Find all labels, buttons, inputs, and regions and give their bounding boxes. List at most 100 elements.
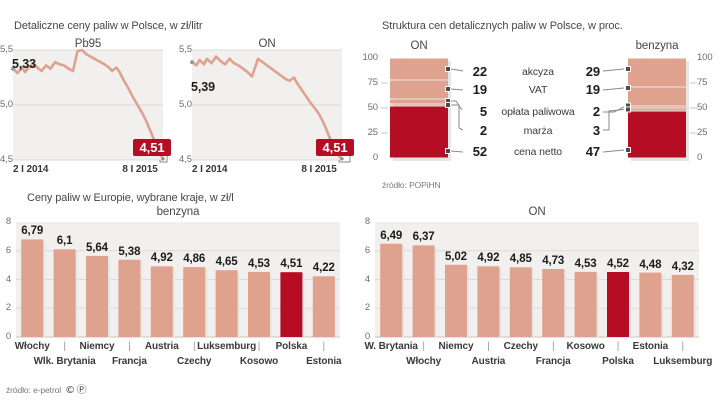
y-axis-tick: 0 [372,152,378,163]
y-axis-tick: 5,0 [179,99,192,110]
tick-separator: | [322,341,326,352]
segment-marker [625,106,631,113]
tick-separator: | [192,341,196,352]
country-label: Francja [111,356,147,367]
bar [150,266,173,337]
y-axis-tick: 4 [364,273,370,285]
segment-value: 19 [585,82,600,97]
start-dot [11,66,15,71]
bar-highlight-polska [280,272,303,337]
bar-value-label: 4,65 [215,256,238,269]
country-label: Kosowo [566,341,605,352]
bar-highlight-polska [607,272,629,337]
stacked-bar-charts: 100 75 50 25 0 100 75 50 25 0 akcyza VAT opłata pali… [360,38,718,170]
segment-value: 5 [479,104,487,119]
y-axis-tick: 75 [367,77,378,88]
end-dot [340,157,344,161]
price-line [11,48,165,161]
chart-title: ON [258,38,276,50]
bar-value-label: 4,32 [671,260,694,273]
y-axis-tick: 75 [697,77,708,88]
connector-line [602,87,625,91]
segment-value: 19 [472,82,487,97]
segment-value: 22 [472,64,487,79]
source-text: źródło: e-petrol [6,385,62,395]
section-title-poland-prices: Detaliczne ceny paliw w Polsce, w zł/lit… [14,20,203,32]
bar-value-label: 4,22 [312,262,335,275]
bar [215,270,238,337]
y-axis-tick: 100 [362,52,378,63]
connector-line [451,104,464,131]
bar-value-label: 5,64 [86,241,108,254]
segment-marker [625,147,631,153]
y-axis-tick: 4,5 [0,154,13,165]
bar [477,266,500,337]
line-plot [190,49,351,163]
country-label: Niemcy [79,341,115,352]
y-axis-tick: 0 [697,152,703,163]
segment-3 [628,108,686,111]
country-label: Wlk. Brytania [33,356,96,367]
bar-value-label: 4,53 [248,257,270,270]
bar [312,276,335,337]
country-label: Austria [471,356,506,367]
start-value-label: 5,39 [191,80,215,94]
y-axis-tick: 0 [364,331,370,342]
segment-value: 47 [585,144,600,159]
bar-chart-europe-benzyna: benzyna 8 6 4 2 0 6,79 Włochy 6,1 Wlk. Brytania | 5… [0,206,352,378]
segment-label: VAT [528,83,548,96]
bar-value-label: 4,86 [183,253,206,266]
connector-line [450,68,464,72]
tick-separator: | [551,341,555,352]
bar-value-label: 6,37 [412,231,435,244]
bar [248,271,270,337]
bar-value-label: 5,38 [118,245,141,258]
y-axis-tick: 25 [367,127,378,138]
x-axis-tick: 2 I 2014 [192,164,228,175]
y-axis-tick: 50 [367,102,378,113]
segment-0 [390,58,448,80]
bar [671,274,694,337]
bar [574,271,597,337]
tick-separator: | [616,341,620,352]
bar [639,272,662,337]
segment-marker [445,102,451,108]
chart-title: benzyna [635,40,679,52]
country-label: Luksemburg [197,341,257,352]
country-label: Włochy [406,356,442,367]
country-label: Czechy [503,341,539,352]
connector-line [602,149,625,153]
bar-value-label: 6,49 [380,229,403,242]
end-dot [161,157,165,161]
bar-chart-europe-on: ON 8 6 4 2 0 6,49 W. Brytania 6,37 Włochy | 5,02 Nie… [362,206,718,378]
segment-1 [390,80,448,99]
copyright-phonogram-icons: ©Ⓟ [65,385,89,396]
segment-2 [628,106,686,108]
segment-2 [390,99,448,104]
source-popihn: źródło: POPiHN [382,180,441,190]
connector-line [450,88,464,91]
chart-title: benzyna [156,206,200,218]
bar-value-label: 4,51 [280,258,303,271]
country-label: Luksemburg [653,356,713,367]
structure-plot [381,58,697,161]
y-axis-tick: 8 [5,216,11,227]
y-axis-tick: 2 [5,302,11,314]
bar-value-label: 6,79 [21,225,44,238]
end-value-badge: 4,51 [133,139,171,156]
connector-line [451,100,463,111]
y-axis-tick: 4 [5,273,11,285]
connector-line [602,68,625,72]
segment-0 [628,58,686,87]
y-axis-tick: 100 [697,52,713,63]
segment-label: opłata paliwowa [501,105,575,118]
tick-separator: | [681,341,685,352]
bar-plot [16,222,340,338]
section-title-structure: Struktura cen detalicznych paliw w Polsc… [382,20,623,32]
tick-separator: | [128,341,131,352]
y-axis-tick: 5,5 [0,44,13,55]
tick-separator: | [257,341,261,352]
country-label: Czechy [176,356,212,367]
bar [118,259,141,337]
country-label: Estonia [306,356,342,367]
